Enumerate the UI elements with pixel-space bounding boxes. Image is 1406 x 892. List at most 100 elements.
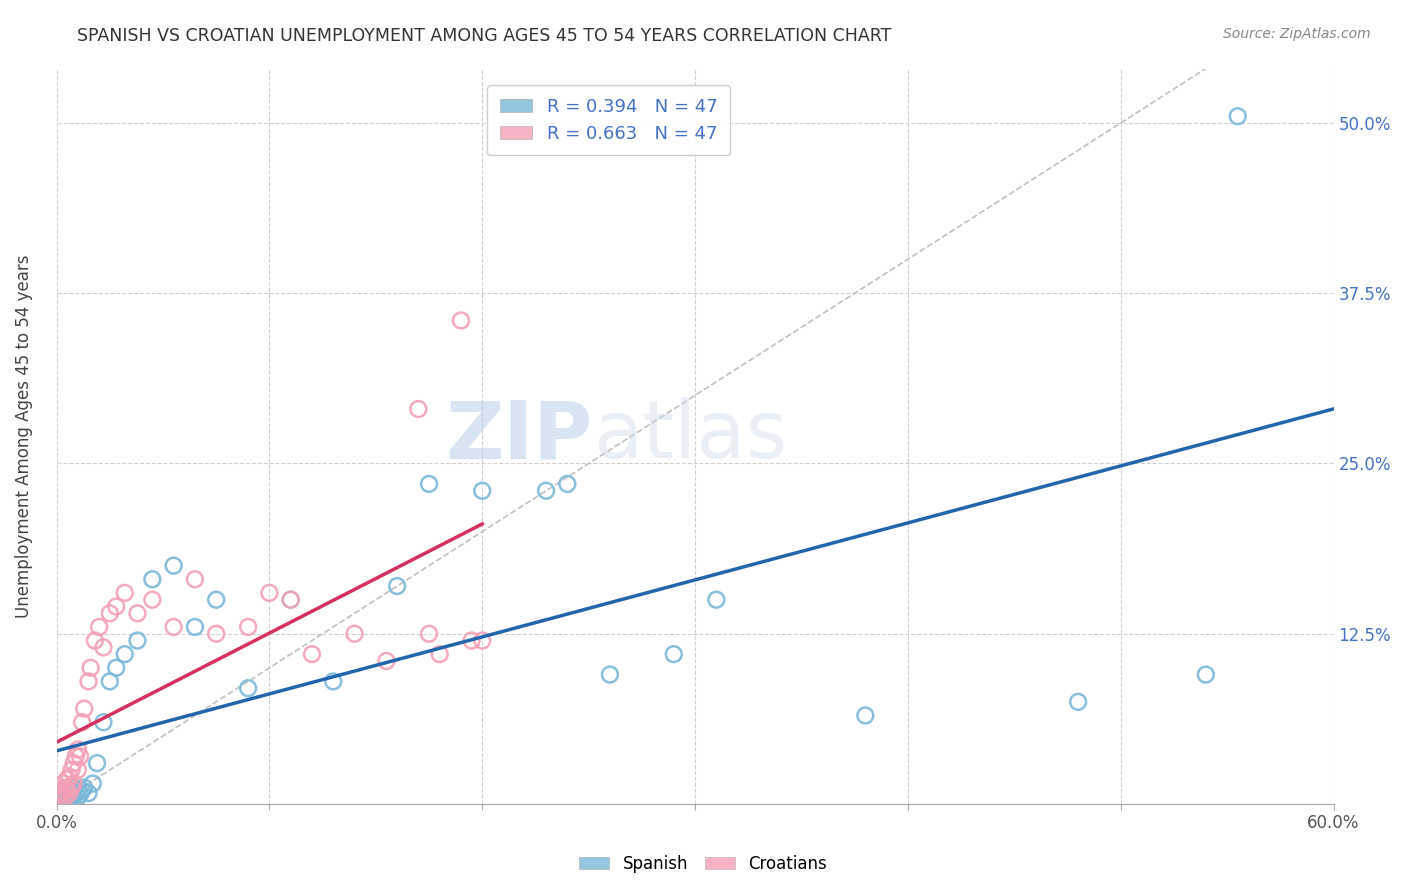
Point: [62, 780, 84, 795]
Point: [77, 674, 100, 689]
Point: [105, 661, 128, 675]
Point: [418, 626, 440, 640]
Point: [1067, 695, 1090, 709]
Point: [60, 790, 83, 805]
Point: [385, 579, 408, 593]
Point: [58, 786, 80, 800]
Point: [56, 783, 79, 797]
Point: [105, 599, 128, 614]
Point: [418, 477, 440, 491]
Point: [70, 715, 93, 730]
Point: [56, 772, 79, 787]
Point: [66, 790, 89, 805]
Point: [53, 790, 76, 805]
Point: [62, 776, 84, 790]
Point: [853, 708, 876, 723]
Point: [127, 607, 149, 621]
Point: [86, 756, 108, 771]
Point: [205, 626, 228, 640]
Point: [60, 780, 83, 795]
Y-axis label: Unemployment Among Ages 45 to 54 years: Unemployment Among Ages 45 to 54 years: [15, 254, 32, 618]
Point: [49, 783, 72, 797]
Point: [69, 749, 91, 764]
Point: [98, 674, 121, 689]
Point: [56, 791, 79, 805]
Point: [52, 776, 75, 790]
Point: [98, 607, 121, 621]
Point: [93, 640, 115, 655]
Point: [79, 661, 101, 675]
Point: [69, 788, 91, 802]
Point: [534, 483, 557, 498]
Point: [56, 786, 79, 800]
Point: [662, 647, 685, 661]
Point: [82, 776, 104, 790]
Point: [48, 788, 70, 802]
Point: [236, 681, 259, 696]
Point: [73, 701, 96, 715]
Point: [163, 620, 186, 634]
Point: [62, 789, 84, 803]
Point: [322, 674, 344, 689]
Point: [557, 477, 579, 491]
Point: [62, 756, 84, 771]
Point: [429, 647, 451, 661]
Point: [66, 783, 89, 797]
Point: [1195, 667, 1218, 681]
Point: [84, 633, 107, 648]
Point: [52, 793, 75, 807]
Point: [48, 790, 70, 805]
Text: atlas: atlas: [593, 397, 787, 475]
Point: [49, 786, 72, 800]
Point: [408, 402, 430, 417]
Point: [53, 790, 76, 805]
Point: [343, 626, 366, 640]
Point: [58, 788, 80, 802]
Text: Source: ZipAtlas.com: Source: ZipAtlas.com: [1223, 27, 1371, 41]
Point: [65, 786, 87, 800]
Point: [65, 749, 87, 764]
Point: [471, 633, 494, 648]
Point: [48, 793, 70, 807]
Point: [163, 558, 186, 573]
Point: [77, 786, 100, 800]
Point: [49, 790, 72, 805]
Text: SPANISH VS CROATIAN UNEMPLOYMENT AMONG AGES 45 TO 54 YEARS CORRELATION CHART: SPANISH VS CROATIAN UNEMPLOYMENT AMONG A…: [77, 27, 891, 45]
Point: [53, 783, 76, 797]
Point: [73, 780, 96, 795]
Point: [93, 715, 115, 730]
Legend: R = 0.394   N = 47, R = 0.663   N = 47: R = 0.394 N = 47, R = 0.663 N = 47: [486, 85, 730, 155]
Point: [471, 483, 494, 498]
Point: [127, 633, 149, 648]
Point: [259, 586, 281, 600]
Legend: Spanish, Croatians: Spanish, Croatians: [572, 848, 834, 880]
Point: [141, 572, 163, 586]
Text: ZIP: ZIP: [446, 397, 593, 475]
Point: [58, 770, 80, 784]
Point: [301, 647, 323, 661]
Point: [184, 572, 207, 586]
Point: [280, 592, 302, 607]
Point: [60, 783, 83, 797]
Point: [205, 592, 228, 607]
Point: [280, 592, 302, 607]
Point: [460, 633, 482, 648]
Point: [60, 763, 83, 777]
Point: [1226, 109, 1249, 123]
Point: [66, 742, 89, 756]
Point: [599, 667, 621, 681]
Point: [184, 620, 207, 634]
Point: [58, 793, 80, 807]
Point: [70, 783, 93, 797]
Point: [66, 763, 89, 777]
Point: [52, 786, 75, 800]
Point: [52, 788, 75, 802]
Point: [704, 592, 727, 607]
Point: [89, 620, 111, 634]
Point: [53, 780, 76, 795]
Point: [450, 313, 472, 327]
Point: [236, 620, 259, 634]
Point: [114, 586, 136, 600]
Point: [114, 647, 136, 661]
Point: [141, 592, 163, 607]
